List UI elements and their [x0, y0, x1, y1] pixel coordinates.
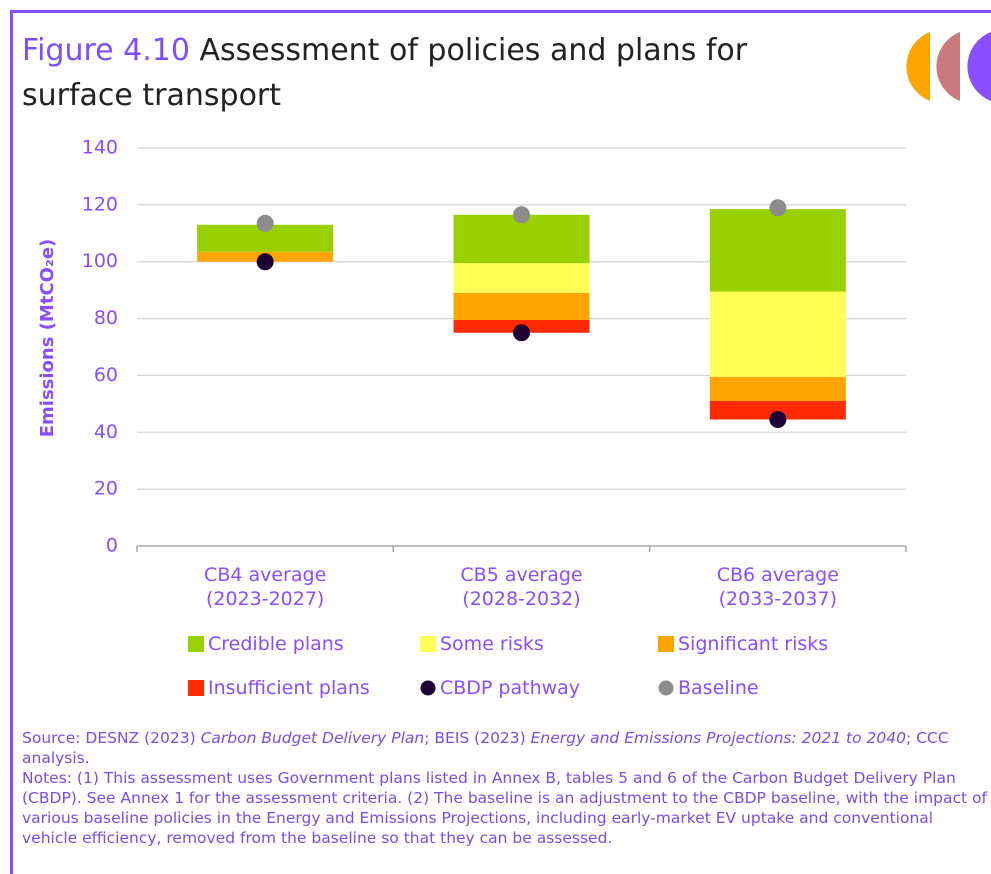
frame [10, 10, 991, 874]
legend-swatch [188, 636, 204, 652]
legend-label: Insufficient plans [208, 677, 370, 699]
figure-label: Figure 4.10 [22, 33, 190, 68]
y-tick-label: 60 [94, 364, 118, 386]
legend-marker [658, 680, 674, 696]
source-part: Carbon Budget Delivery Plan [200, 729, 425, 747]
point [513, 324, 530, 342]
source-part: Source: DESNZ (2023) [22, 729, 201, 747]
y-tick-label: 140 [82, 137, 118, 159]
point [513, 206, 530, 224]
bar-segment [709, 209, 846, 292]
source-part: ; BEIS (2023) [424, 729, 531, 747]
y-tick-label: 80 [94, 307, 118, 329]
legend-swatch [188, 680, 204, 696]
x-tick-label: CB5 average (2028-2032) [460, 564, 583, 610]
point [256, 214, 274, 232]
point [256, 253, 274, 271]
x-tick-label: CB6 average (2033-2037) [716, 564, 839, 610]
point [769, 199, 787, 217]
logo-shape [967, 32, 991, 101]
legend-marker [420, 680, 436, 696]
source-notes: Source: DESNZ (2023) Carbon Budget Deliv… [22, 728, 987, 848]
bar-segment [709, 291, 846, 377]
source: Source: DESNZ (2023) Carbon Budget Deliv… [22, 728, 987, 768]
y-tick-label: 100 [82, 250, 118, 272]
bar-segment [453, 292, 590, 320]
legend-label: Baseline [678, 677, 759, 699]
point [769, 410, 787, 428]
chart-title: Assessment of policies and plans for sur… [22, 33, 748, 113]
y-tick-label: 0 [106, 535, 118, 557]
bar-segment [709, 376, 846, 402]
bar-segment [709, 401, 846, 420]
y-tick-label: 20 [94, 478, 118, 500]
legend-swatch [658, 636, 674, 652]
heading: Figure 4.10 Assessment of policies and p… [22, 28, 842, 118]
y-tick-label: 120 [82, 193, 118, 215]
legend-label: Significant risks [678, 633, 829, 655]
logo-shape [906, 32, 930, 101]
logo-shape [936, 32, 960, 101]
y-tick-label: 40 [94, 421, 118, 443]
legend-label: CBDP pathway [440, 677, 581, 699]
legend-swatch [420, 636, 436, 652]
notes: Notes: (1) This assessment uses Governme… [22, 769, 987, 847]
source-part: Energy and Emissions Projections: 2021 t… [530, 729, 906, 747]
legend-label: Credible plans [208, 633, 344, 655]
legend-label: Some risks [440, 633, 544, 655]
source-part: ; CCC analysis. [22, 729, 949, 767]
y-axis-label: Emissions (MtCO₂e) [37, 239, 58, 438]
bar-segment [453, 263, 590, 293]
x-tick-label: CB4 average (2023-2027) [204, 564, 327, 610]
